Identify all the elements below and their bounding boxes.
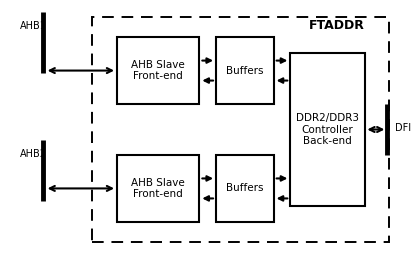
Text: AHB2: AHB2 [20, 149, 47, 159]
Text: Buffers: Buffers [226, 66, 264, 76]
Text: DFI: DFI [395, 123, 412, 133]
Bar [216, 37, 274, 104]
Text: Buffers: Buffers [226, 183, 264, 193]
Text: AHB1: AHB1 [20, 21, 47, 31]
Text: AHB Slave
Front-end: AHB Slave Front-end [131, 60, 185, 81]
Text: AHB Slave
Front-end: AHB Slave Front-end [131, 178, 185, 199]
Bar [117, 37, 199, 104]
Bar [117, 155, 199, 222]
Bar [290, 53, 364, 206]
Text: DDR2/DDR3
Controller
Back-end: DDR2/DDR3 Controller Back-end [296, 113, 359, 146]
Bar [216, 155, 274, 222]
Text: FTADDR: FTADDR [309, 19, 364, 32]
